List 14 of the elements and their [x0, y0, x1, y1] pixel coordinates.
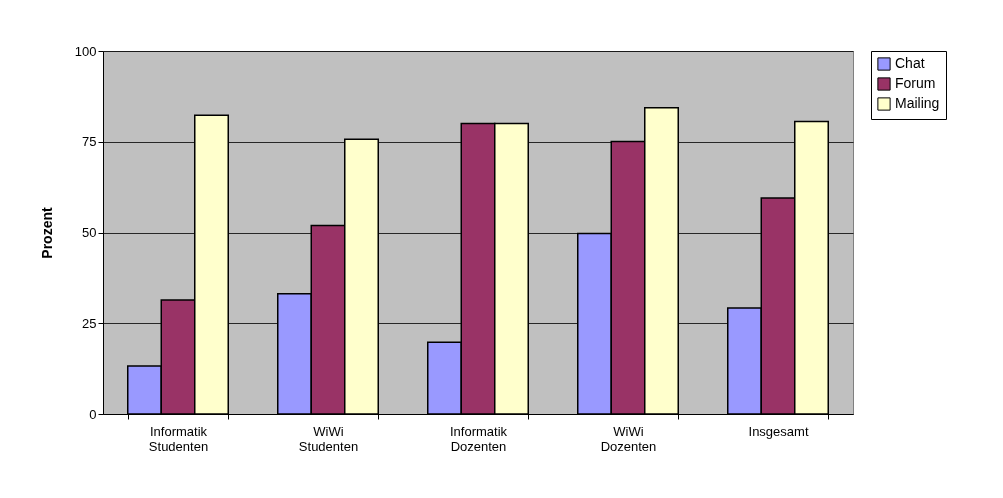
y-tick-label: 0 [89, 406, 97, 422]
legend-label: Forum [895, 75, 936, 91]
y-tick-label: 100 [74, 43, 97, 59]
x-tick-label: WiWi Dozenten [600, 423, 657, 454]
y-tick-label: 50 [82, 225, 97, 240]
x-tick-label: Insgesamt [748, 423, 809, 439]
y-axis-title: Prozent [38, 207, 55, 259]
legend-label: Mailing [895, 95, 940, 111]
y-tick-label: 75 [82, 134, 97, 150]
x-tick-label: Informatik Dozenten [449, 423, 508, 454]
y-tick-label: 25 [82, 315, 97, 331]
x-tick-label: Informatik Studenten [148, 423, 209, 454]
x-tick-label: WiWi Studenten [298, 423, 359, 454]
legend-label: Chat [895, 55, 925, 71]
